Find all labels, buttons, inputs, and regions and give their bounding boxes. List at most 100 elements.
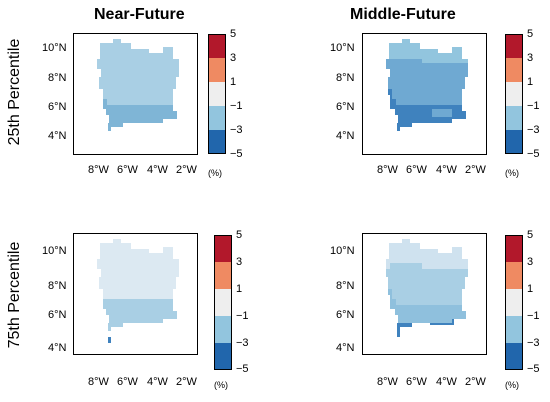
- colorbar-label: −1: [236, 310, 249, 322]
- x-tick-8w: 8°W: [377, 164, 398, 176]
- colorbar-label: −1: [527, 310, 540, 322]
- colorbar-seg-n3-n1: [208, 106, 226, 130]
- colorbar-unit: (%): [505, 380, 519, 390]
- colorbar-unit: (%): [505, 168, 519, 178]
- colorbar-label: −3: [236, 337, 249, 349]
- y-tick-10n: 10°N: [330, 42, 355, 54]
- region-north: [386, 59, 468, 105]
- region-north: [97, 239, 179, 299]
- y-tick-4n: 4°N: [336, 342, 355, 354]
- x-tick-2w: 2°W: [176, 164, 197, 176]
- colorbar-label: 3: [230, 52, 237, 64]
- region-north-upper: [389, 39, 468, 63]
- map-middle-future-75th: [386, 239, 468, 337]
- colorbar-seg-n3-n1: [214, 316, 232, 343]
- colorbar-seg-n3-n1: [505, 316, 523, 343]
- y-tick-4n: 4°N: [48, 342, 67, 354]
- region-south: [103, 99, 177, 131]
- colorbar-label: −3: [527, 124, 540, 136]
- panel-near-future-25th: [73, 33, 198, 155]
- x-tick-2w: 2°W: [176, 376, 197, 388]
- panel-near-future-75th: [73, 233, 198, 355]
- x-tick-4w: 4°W: [147, 164, 168, 176]
- region-south: [388, 89, 466, 131]
- x-tick-8w: 8°W: [88, 376, 109, 388]
- colorbar-seg-n5-n3: [208, 130, 226, 154]
- y-tick-8n: 8°N: [48, 72, 67, 84]
- region-south-dark-2: [430, 319, 454, 325]
- row-title-25th: 25th Percentile: [6, 38, 23, 146]
- colorbar-label: −1: [527, 100, 540, 112]
- colorbar-label: 5: [527, 28, 534, 40]
- y-tick-6n: 6°N: [48, 309, 67, 321]
- colorbar-seg-n3-n1: [505, 106, 523, 130]
- colorbar-seg-3-5: [214, 235, 232, 262]
- x-tick-6w: 6°W: [117, 376, 138, 388]
- panel-middle-future-75th: [362, 233, 487, 355]
- x-tick-6w: 6°W: [406, 376, 427, 388]
- column-title-middle-future: Middle-Future: [350, 6, 456, 23]
- region-south-light: [432, 109, 452, 117]
- colorbar-label: −5: [230, 148, 243, 160]
- colorbar-seg-1-3: [505, 58, 523, 82]
- row-title-75th: 75th Percentile: [6, 241, 23, 349]
- colorbar-seg-n1-1: [505, 82, 523, 106]
- colorbar-label: −5: [527, 363, 540, 375]
- colorbar-unit: (%): [208, 168, 222, 178]
- colorbar-seg-n1-1: [505, 289, 523, 316]
- map-near-future-75th: [97, 239, 179, 343]
- colorbar-label: 3: [527, 52, 534, 64]
- x-tick-2w: 2°W: [465, 164, 486, 176]
- y-tick-8n: 8°N: [48, 280, 67, 292]
- region-south: [388, 289, 466, 331]
- x-tick-6w: 6°W: [406, 164, 427, 176]
- y-tick-10n: 10°N: [42, 245, 67, 257]
- map-near-future-25th: [97, 39, 179, 131]
- colorbar-label: 5: [236, 229, 243, 241]
- colorbar-seg-n1-1: [214, 289, 232, 316]
- colorbar-label: 3: [236, 256, 243, 268]
- y-tick-8n: 8°N: [336, 280, 355, 292]
- y-tick-6n: 6°N: [48, 101, 67, 113]
- colorbar-label: 1: [230, 76, 237, 88]
- colorbar-label: −5: [236, 363, 249, 375]
- region-north: [97, 39, 179, 105]
- colorbar-label: 1: [236, 283, 243, 295]
- colorbar-label: 5: [230, 28, 237, 40]
- colorbar-seg-n5-n3: [214, 343, 232, 370]
- region-middle: [386, 263, 468, 305]
- colorbar-seg-1-3: [208, 58, 226, 82]
- colorbar-label: 5: [527, 229, 534, 241]
- colorbar-seg-3-5: [505, 34, 523, 58]
- colorbar-label: 3: [527, 256, 534, 268]
- colorbar-unit: (%): [214, 380, 228, 390]
- y-tick-8n: 8°N: [336, 72, 355, 84]
- colorbar-label: −3: [527, 337, 540, 349]
- map-middle-future-25th: [386, 39, 468, 131]
- colorbar-seg-3-5: [208, 34, 226, 58]
- panel-middle-future-25th: [362, 33, 487, 155]
- y-tick-4n: 4°N: [336, 130, 355, 142]
- region-south-dot: [108, 337, 111, 343]
- x-tick-4w: 4°W: [147, 376, 168, 388]
- x-tick-8w: 8°W: [377, 376, 398, 388]
- x-tick-2w: 2°W: [465, 376, 486, 388]
- colorbar-label: 1: [527, 76, 534, 88]
- y-tick-6n: 6°N: [336, 101, 355, 113]
- region-south: [103, 299, 177, 331]
- colorbar-seg-1-3: [505, 262, 523, 289]
- colorbar-seg-n5-n3: [505, 130, 523, 154]
- colorbar-label: −3: [230, 124, 243, 136]
- colorbar-seg-1-3: [214, 262, 232, 289]
- colorbar-label: −1: [230, 100, 243, 112]
- region-south-dark: [397, 323, 412, 337]
- colorbar-seg-3-5: [505, 235, 523, 262]
- column-title-near-future: Near-Future: [94, 6, 185, 23]
- region-north: [386, 239, 468, 269]
- y-tick-10n: 10°N: [330, 245, 355, 257]
- colorbar-label: 1: [527, 283, 534, 295]
- x-tick-4w: 4°W: [436, 376, 457, 388]
- x-tick-8w: 8°W: [88, 164, 109, 176]
- colorbar-label: −5: [527, 148, 540, 160]
- colorbar-seg-n5-n3: [505, 343, 523, 370]
